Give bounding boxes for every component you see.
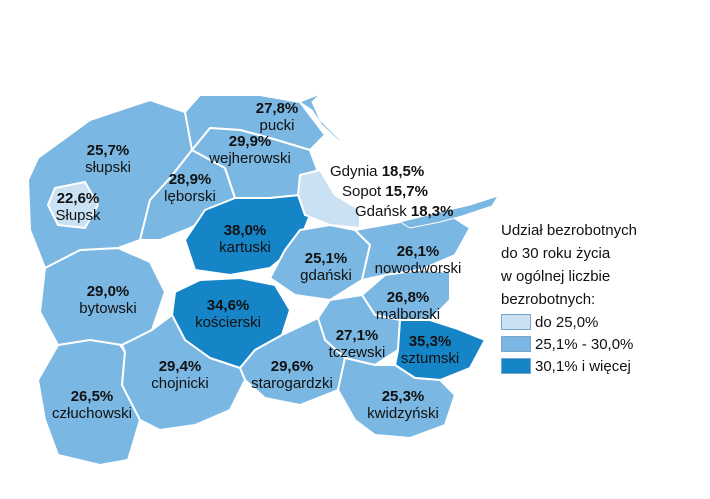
region-kwidzynski bbox=[337, 357, 456, 439]
legend-item-dark: 30,1% i więcej bbox=[501, 355, 637, 377]
label-bytowski: 29,0% bytowski bbox=[79, 283, 137, 317]
region-trojmiasto bbox=[297, 169, 361, 229]
legend-title: Udział bezrobotnych do 30 roku życia w o… bbox=[501, 219, 637, 311]
label-nowodworski: 26,1% nowodworski bbox=[374, 243, 462, 277]
legend-title-line: bezrobotnych: bbox=[501, 291, 596, 308]
label-chojnicki: 29,4% chojnicki bbox=[151, 358, 209, 392]
label-slupski: 25,7% słupski bbox=[85, 142, 131, 176]
region-gdanski bbox=[269, 224, 371, 301]
label-sopot: Sopot 15,7% bbox=[342, 183, 428, 200]
label-malborski: 26,8% malborski bbox=[375, 289, 441, 323]
legend-label: do 25,0% bbox=[535, 313, 599, 331]
label-pucki: 27,8% pucki bbox=[255, 100, 299, 134]
label-czluchowski: 26,5% człuchowski bbox=[51, 388, 133, 422]
hel-peninsula bbox=[298, 89, 356, 151]
legend-swatch bbox=[501, 336, 531, 352]
legend-title-line: do 30 roku życia bbox=[501, 245, 611, 262]
legend-swatch bbox=[501, 358, 531, 374]
region-slupsk bbox=[47, 181, 99, 229]
legend-title-line: w ogólnej liczbie bbox=[501, 268, 611, 285]
region-chojnicki bbox=[121, 314, 246, 431]
label-tczewski: 27,1% tczewski bbox=[328, 327, 386, 361]
label-kartuski: 38,0% kartuski bbox=[219, 222, 271, 256]
legend-label: 25,1% - 30,0% bbox=[535, 335, 634, 353]
label-gdanski: 25,1% gdański bbox=[300, 250, 352, 284]
vistula-spit bbox=[398, 195, 500, 229]
legend-swatch bbox=[501, 314, 531, 330]
region-sztumski bbox=[394, 319, 486, 381]
label-gdansk: Gdańsk 18,3% bbox=[355, 203, 454, 220]
label-gdynia: Gdynia 18,5% bbox=[330, 163, 425, 180]
label-wejherowski: 29,9% wejherowski bbox=[209, 133, 291, 167]
label-starogardzki: 29,6% starogardzki bbox=[251, 358, 333, 392]
legend: Udział bezrobotnych do 30 roku życia w o… bbox=[501, 219, 637, 377]
label-sztumski: 35,3% sztumski bbox=[400, 333, 460, 367]
label-koscierski: 34,6% kościerski bbox=[195, 297, 261, 331]
legend-item-light: do 25,0% bbox=[501, 311, 637, 333]
legend-title-line: Udział bezrobotnych bbox=[501, 222, 637, 239]
legend-item-mid: 25,1% - 30,0% bbox=[501, 333, 637, 355]
label-slupsk: 22,6% Słupsk bbox=[55, 190, 101, 224]
label-leborski: 28,9% lęborski bbox=[164, 171, 216, 205]
label-kwidzynski: 25,3% kwidzyński bbox=[367, 388, 439, 422]
legend-label: 30,1% i więcej bbox=[535, 357, 631, 375]
